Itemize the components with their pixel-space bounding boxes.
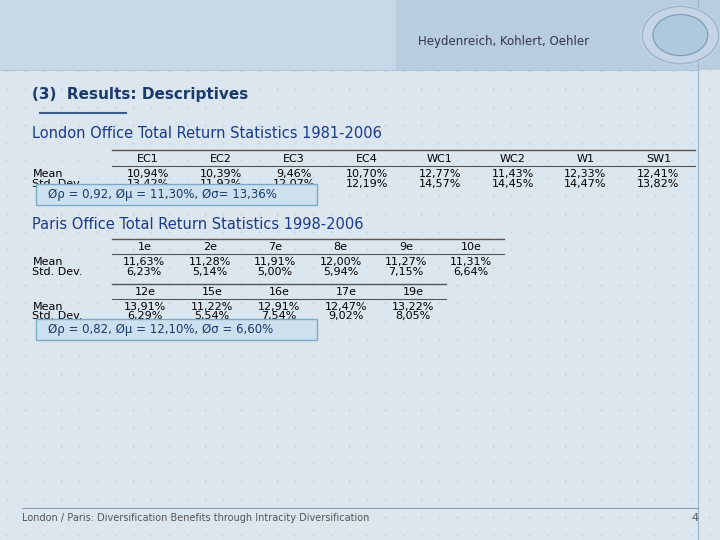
- Text: EC2: EC2: [210, 154, 232, 164]
- Text: Std. Dev.: Std. Dev.: [32, 312, 83, 321]
- Text: 5,14%: 5,14%: [192, 267, 228, 276]
- Text: 5,94%: 5,94%: [323, 267, 358, 276]
- Text: 12e: 12e: [135, 287, 156, 297]
- Text: 12,19%: 12,19%: [346, 179, 388, 188]
- Text: 12,47%: 12,47%: [325, 302, 367, 312]
- Text: 15e: 15e: [202, 287, 222, 297]
- Text: 12,00%: 12,00%: [320, 258, 361, 267]
- Text: Mean: Mean: [32, 258, 63, 267]
- Text: SW1: SW1: [646, 154, 671, 164]
- Text: 13,22%: 13,22%: [392, 302, 434, 312]
- Text: WC1: WC1: [427, 154, 453, 164]
- Text: 12,77%: 12,77%: [418, 170, 461, 179]
- Text: 9,02%: 9,02%: [328, 312, 364, 321]
- Text: Øρ = 0,82, Øμ = 12,10%, Øσ = 6,60%: Øρ = 0,82, Øμ = 12,10%, Øσ = 6,60%: [48, 323, 274, 336]
- Text: 11,43%: 11,43%: [492, 170, 534, 179]
- Text: W1: W1: [577, 154, 595, 164]
- Text: 12,33%: 12,33%: [564, 170, 606, 179]
- Text: 11,91%: 11,91%: [254, 258, 296, 267]
- Text: 10,70%: 10,70%: [346, 170, 388, 179]
- Text: 10e: 10e: [461, 242, 482, 252]
- Text: 6,29%: 6,29%: [127, 312, 163, 321]
- Text: 8,05%: 8,05%: [395, 312, 431, 321]
- Text: 8e: 8e: [333, 242, 348, 252]
- Text: 19e: 19e: [402, 287, 423, 297]
- Text: 11,22%: 11,22%: [191, 302, 233, 312]
- Text: (3)  Results: Descriptives: (3) Results: Descriptives: [32, 87, 248, 102]
- Text: 11,27%: 11,27%: [384, 258, 427, 267]
- Text: 6,23%: 6,23%: [127, 267, 162, 276]
- Text: EC1: EC1: [138, 154, 159, 164]
- Text: 5,54%: 5,54%: [194, 312, 230, 321]
- Text: EC4: EC4: [356, 154, 378, 164]
- Bar: [0, 0, 720, 70]
- Text: 2e: 2e: [203, 242, 217, 252]
- Text: 9,46%: 9,46%: [276, 170, 312, 179]
- Text: 10,39%: 10,39%: [200, 170, 242, 179]
- Text: EC3: EC3: [283, 154, 305, 164]
- Text: 12,91%: 12,91%: [258, 302, 300, 312]
- Text: 5,00%: 5,00%: [258, 267, 292, 276]
- Text: 11,31%: 11,31%: [450, 258, 492, 267]
- Text: 14,57%: 14,57%: [418, 179, 461, 188]
- Text: 16e: 16e: [269, 287, 289, 297]
- Text: 6,64%: 6,64%: [454, 267, 489, 276]
- Text: 11,63%: 11,63%: [123, 258, 166, 267]
- Text: 13,42%: 13,42%: [127, 179, 169, 188]
- Text: 7e: 7e: [268, 242, 282, 252]
- Circle shape: [653, 15, 708, 56]
- Text: 11,92%: 11,92%: [199, 179, 242, 188]
- Text: 4: 4: [691, 514, 698, 523]
- Text: 7,54%: 7,54%: [261, 312, 297, 321]
- Text: Paris Office Total Return Statistics 1998-2006: Paris Office Total Return Statistics 199…: [32, 217, 364, 232]
- Text: 14,47%: 14,47%: [564, 179, 607, 188]
- Text: Mean: Mean: [32, 302, 63, 312]
- Text: Std. Dev.: Std. Dev.: [32, 179, 83, 188]
- Text: WC2: WC2: [500, 154, 526, 164]
- Text: 12,07%: 12,07%: [273, 179, 315, 188]
- Text: London / Paris: Diversification Benefits through Intracity Diversification: London / Paris: Diversification Benefits…: [22, 514, 369, 523]
- Text: Std. Dev.: Std. Dev.: [32, 267, 83, 276]
- Text: London Office Total Return Statistics 1981-2006: London Office Total Return Statistics 19…: [32, 126, 382, 141]
- Text: Heydenreich, Kohlert, Oehler: Heydenreich, Kohlert, Oehler: [418, 35, 589, 48]
- Text: 13,82%: 13,82%: [637, 179, 680, 188]
- FancyBboxPatch shape: [36, 184, 317, 205]
- Text: Mean: Mean: [32, 170, 63, 179]
- Text: 10,94%: 10,94%: [127, 170, 169, 179]
- Text: 1e: 1e: [138, 242, 151, 252]
- Bar: [396, 0, 720, 70]
- Text: 12,41%: 12,41%: [637, 170, 680, 179]
- Text: 9e: 9e: [399, 242, 413, 252]
- Circle shape: [641, 5, 720, 65]
- Text: 14,45%: 14,45%: [491, 179, 534, 188]
- FancyBboxPatch shape: [36, 319, 317, 340]
- Text: 11,28%: 11,28%: [189, 258, 231, 267]
- Text: 13,91%: 13,91%: [124, 302, 166, 312]
- Text: 17e: 17e: [336, 287, 356, 297]
- Text: Øρ = 0,92, Øμ = 11,30%, Øσ= 13,36%: Øρ = 0,92, Øμ = 11,30%, Øσ= 13,36%: [48, 188, 277, 201]
- Text: 7,15%: 7,15%: [388, 267, 423, 276]
